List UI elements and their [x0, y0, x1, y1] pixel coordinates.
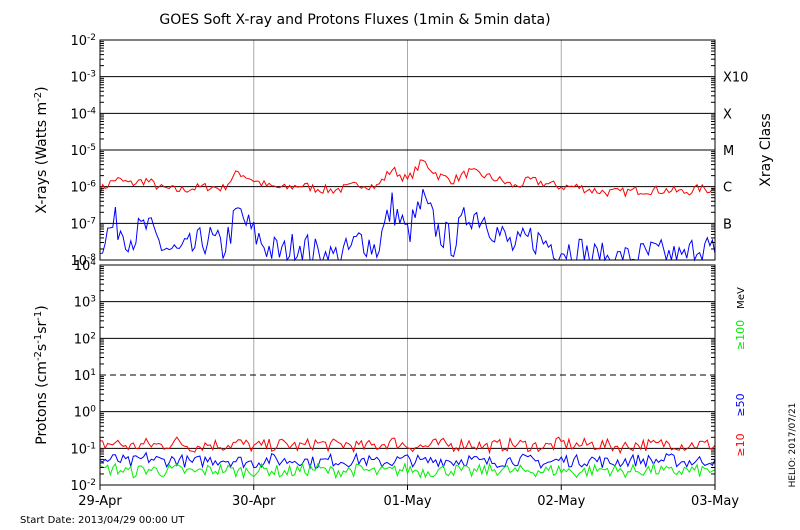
- proton-panel: 10-2 10-1 100 101 102 103 104 Protons (cm-2s-1…: [33, 258, 748, 494]
- xray-tick-label: 10-2: [70, 33, 96, 49]
- xray-class-label: B: [723, 217, 732, 232]
- proton-series-2: [99, 461, 716, 480]
- proton-series-1: [99, 451, 716, 470]
- proton-series: [99, 436, 716, 480]
- proton-tick-label: 103: [74, 295, 96, 311]
- proton-tick-label: 10-2: [70, 478, 96, 494]
- xray-long-series: [99, 159, 716, 198]
- xray-class-labels: B C M X X10: [723, 71, 748, 233]
- start-date: Start Date: 2013/04/29 00:00 UT: [20, 515, 185, 526]
- proton-y-label: Protons (cm-2s-1sr-1): [33, 305, 51, 444]
- xray-frame: [99, 39, 716, 261]
- xray-panel: 10-8 10-7 10-6 10-5 10-4 10-3 10-2 B C M X X10 X-r…: [33, 33, 775, 269]
- xray-class-label: M: [723, 144, 734, 159]
- xray-y-ticks: 10-8 10-7 10-6 10-5 10-4 10-3 10-2: [70, 33, 715, 269]
- x-tick-label: 03-May: [691, 494, 739, 509]
- proton-grid: [100, 265, 715, 485]
- proton-series-0: [99, 436, 716, 455]
- proton-legend: ≥10 ≥50 ≥100: [734, 320, 747, 457]
- proton-legend-item: ≥10: [734, 433, 747, 456]
- xray-tick-label: 10-4: [70, 106, 96, 122]
- proton-tick-label: 102: [74, 331, 96, 347]
- xray-tick-label: 10-8: [70, 253, 96, 269]
- proton-tick-label: 101: [74, 368, 96, 384]
- chart-title: GOES Soft X-ray and Protons Fluxes (1min…: [159, 12, 550, 28]
- credit-label: HELIO: 2017/07/21: [788, 403, 798, 488]
- xray-tick-label: 10-7: [70, 216, 96, 232]
- proton-legend-item: ≥50: [734, 393, 747, 416]
- proton-unit-label: MeV: [736, 287, 747, 309]
- x-axis-ticks: 29-Apr 30-Apr 01-May 02-May 03-May: [78, 485, 739, 509]
- xray-class-label: X: [723, 107, 732, 122]
- xray-tick-label: 10-5: [70, 143, 96, 159]
- proton-legend-item: ≥100: [734, 320, 747, 350]
- x-tick-label: 02-May: [537, 494, 585, 509]
- xray-class-label: C: [723, 181, 732, 196]
- xray-grid: [100, 40, 715, 260]
- proton-tick-label: 104: [74, 258, 97, 274]
- xray-class-title: Xray Class: [758, 113, 774, 187]
- x-tick-label: 01-May: [383, 494, 431, 509]
- x-tick-label: 30-Apr: [232, 494, 276, 509]
- proton-y-ticks: 10-2 10-1 100 101 102 103 104: [70, 258, 715, 494]
- xray-y-label: X-rays (Watts m-2): [33, 86, 51, 213]
- proton-tick-label: 100: [74, 405, 97, 421]
- proton-tick-label: 10-1: [70, 441, 96, 457]
- xray-tick-label: 10-3: [70, 70, 96, 86]
- xray-class-label: X10: [723, 71, 748, 86]
- x-tick-label: 29-Apr: [78, 494, 122, 509]
- xray-tick-label: 10-6: [70, 180, 96, 196]
